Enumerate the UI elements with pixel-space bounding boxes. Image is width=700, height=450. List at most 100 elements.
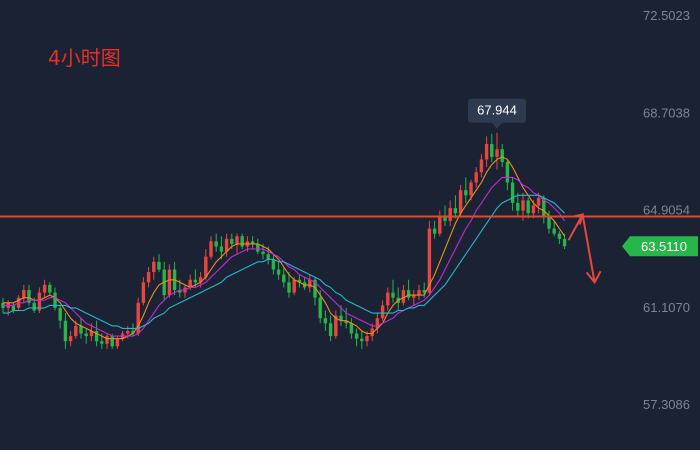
candle-body <box>100 341 104 344</box>
candle-body <box>224 238 229 252</box>
candle <box>328 315 333 342</box>
candle-body <box>240 236 244 247</box>
candle-body <box>339 315 343 321</box>
candle-body <box>266 254 270 260</box>
candle <box>500 144 504 168</box>
candle <box>152 256 156 280</box>
candle <box>375 313 380 334</box>
candle-body <box>427 228 432 293</box>
candle <box>141 277 146 306</box>
candle <box>157 254 161 273</box>
candle-body <box>536 197 541 206</box>
candle <box>360 330 364 349</box>
candle-body <box>557 233 562 239</box>
candle-body <box>453 208 458 214</box>
candle <box>183 284 187 298</box>
candle <box>344 307 348 329</box>
high-annotation-box <box>468 98 526 123</box>
annotations-layer: 67.944 63.5110 <box>0 98 700 285</box>
candle <box>240 233 244 250</box>
candle <box>479 154 484 178</box>
candle <box>146 266 151 288</box>
candle <box>339 305 343 326</box>
candle-body <box>287 282 291 293</box>
candle-body <box>48 284 52 293</box>
candle-body <box>349 323 354 334</box>
candle-body <box>94 330 99 342</box>
candle-body <box>448 208 452 221</box>
candle <box>526 197 530 219</box>
candle-body <box>464 190 468 196</box>
candle-body <box>495 149 499 157</box>
y-tick-label: 61.1070 <box>643 300 690 315</box>
candle <box>448 200 452 227</box>
candle-body <box>167 269 172 296</box>
candle-body <box>198 277 203 283</box>
candle-body <box>219 246 224 252</box>
candle <box>11 302 16 314</box>
candle-body <box>360 338 364 342</box>
candle-body <box>152 261 156 273</box>
candle-body <box>188 279 192 288</box>
candle-body <box>261 251 265 255</box>
moving-averages-layer <box>3 156 566 340</box>
y-axis-ticks: 72.5023 68.7038 64.9054 61.1070 57.3086 <box>643 8 690 412</box>
candle <box>427 220 432 296</box>
candle-body <box>354 333 359 339</box>
candle-body <box>282 274 286 283</box>
candle <box>495 132 499 170</box>
candle-body <box>297 279 302 283</box>
candle-body <box>250 241 255 244</box>
candle-body <box>432 228 437 234</box>
candle <box>136 297 140 337</box>
candle <box>53 287 57 311</box>
candle <box>552 220 556 237</box>
candle <box>250 236 255 250</box>
candle-body <box>136 302 140 334</box>
arrow-down-line <box>581 214 596 283</box>
candle <box>417 284 421 301</box>
candle-body <box>542 197 546 216</box>
candle-body <box>68 336 73 342</box>
candle <box>276 261 281 280</box>
candle <box>412 290 416 306</box>
candle-body <box>126 330 130 334</box>
candle-body <box>401 290 406 303</box>
candle-body <box>292 279 296 293</box>
candle-body <box>11 305 16 311</box>
candle <box>547 210 551 234</box>
candle <box>172 261 177 296</box>
candle-body <box>204 256 208 278</box>
arrow-up-line <box>567 214 584 241</box>
candle-body <box>276 269 281 275</box>
candle-body <box>474 172 478 183</box>
candle <box>302 277 307 291</box>
candle-body <box>552 228 556 234</box>
candle <box>464 177 468 203</box>
candle <box>84 328 88 344</box>
candle <box>562 233 567 250</box>
candle-body <box>271 259 276 270</box>
candle-body <box>510 182 515 203</box>
candle-body <box>53 292 57 308</box>
candle <box>308 274 312 293</box>
candle <box>204 249 208 280</box>
candle-body <box>484 144 489 160</box>
candle <box>219 236 224 260</box>
candle-body <box>526 200 530 214</box>
candle-body <box>438 215 442 234</box>
projection-arrows <box>567 213 602 285</box>
candle-body <box>318 297 322 319</box>
candle-body <box>209 241 213 257</box>
y-tick-label: 64.9054 <box>643 203 690 218</box>
candle-body <box>27 290 31 303</box>
candle-body <box>334 315 338 337</box>
candle-body <box>32 302 36 311</box>
candle <box>432 220 437 239</box>
candle <box>115 336 120 349</box>
candle <box>391 279 395 303</box>
candle-body <box>235 236 239 244</box>
candle-body <box>412 295 416 298</box>
candle <box>79 318 83 339</box>
